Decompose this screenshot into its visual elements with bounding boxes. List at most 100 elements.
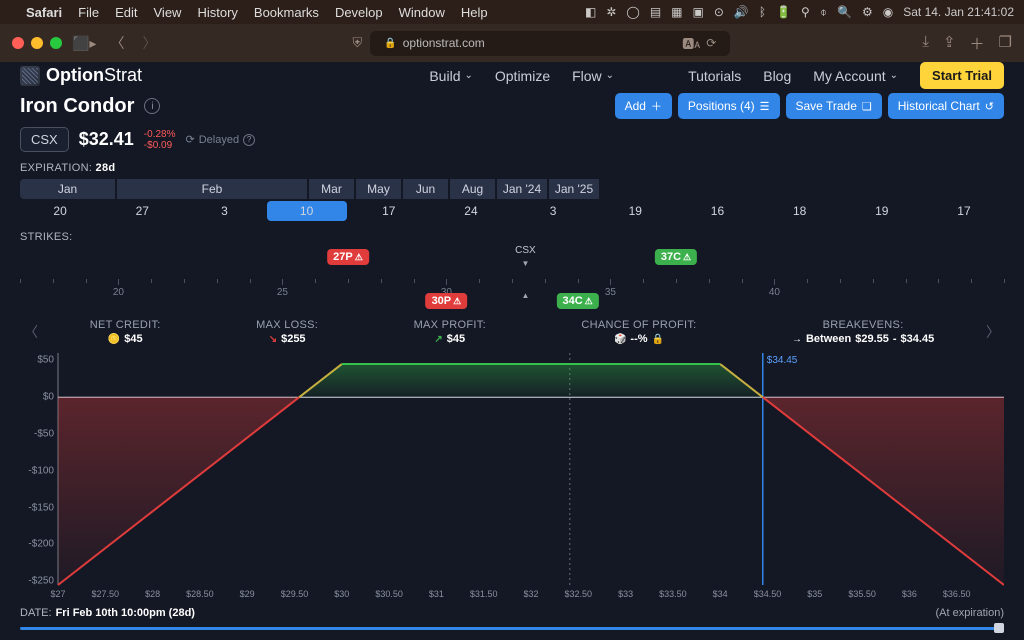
day-tab[interactable]: 17: [349, 201, 429, 221]
control-center-icon[interactable]: ⚙: [862, 5, 873, 19]
menu-develop[interactable]: Develop: [335, 5, 383, 20]
address-bar[interactable]: 🔒 optionstrat.com 🅰ᴀ ⟳: [370, 31, 730, 56]
back-button[interactable]: 〈: [106, 33, 128, 53]
volume-icon[interactable]: 🔊: [734, 5, 749, 19]
month-tab[interactable]: May: [356, 179, 401, 199]
ticker-input[interactable]: CSX: [20, 127, 69, 152]
nav-optimize[interactable]: Optimize: [495, 68, 550, 84]
strike-badge[interactable]: 37C⚠: [655, 249, 697, 265]
stats-prev[interactable]: 〈: [20, 322, 42, 342]
down-icon: ↘: [269, 334, 277, 345]
page-title: Iron Condor: [20, 95, 134, 118]
logo[interactable]: OptionStrat: [20, 65, 142, 86]
day-tab[interactable]: 18: [760, 201, 840, 221]
status-icon[interactable]: ◧: [585, 5, 596, 19]
month-tab[interactable]: Jun: [403, 179, 448, 199]
wifi-icon[interactable]: ⚲: [801, 5, 810, 19]
status-icon[interactable]: ▤: [650, 5, 661, 19]
status-icon[interactable]: ▣: [693, 5, 704, 19]
reload-icon[interactable]: ⟳: [706, 36, 716, 50]
day-tab[interactable]: 16: [677, 201, 757, 221]
menu-edit[interactable]: Edit: [115, 5, 137, 20]
lock-icon: 🔒: [652, 334, 664, 345]
month-tab[interactable]: Aug: [450, 179, 495, 199]
nav-tutorials[interactable]: Tutorials: [688, 68, 741, 84]
menu-view[interactable]: View: [154, 5, 182, 20]
translate-icon[interactable]: 🅰ᴀ: [682, 35, 700, 52]
status-icon[interactable]: ▦: [671, 5, 682, 19]
date-value: Fri Feb 10th 10:00pm (28d): [56, 607, 195, 619]
month-tab[interactable]: Jan '25: [549, 179, 599, 199]
save-trade-button[interactable]: Save Trade❏: [786, 93, 882, 119]
nav-account[interactable]: My Account⌄: [813, 68, 898, 84]
day-tab[interactable]: 17: [924, 201, 1004, 221]
day-tab[interactable]: 3: [184, 201, 264, 221]
privacy-shield-icon[interactable]: ⛨: [353, 35, 363, 51]
status-icon[interactable]: ⊙: [714, 5, 724, 19]
stat-net-credit: NET CREDIT:🪙$45: [90, 319, 161, 345]
delayed-indicator[interactable]: ⟳Delayed?: [185, 133, 255, 146]
tabs-icon[interactable]: ❐: [999, 33, 1012, 54]
start-trial-button[interactable]: Start Trial: [920, 62, 1004, 89]
sidebar-toggle-icon[interactable]: ⬛▸: [72, 35, 96, 52]
nav-build[interactable]: Build⌄: [429, 68, 473, 84]
up-icon: ↗: [434, 334, 442, 345]
info-icon: ?: [243, 134, 255, 146]
nav-blog[interactable]: Blog: [763, 68, 791, 84]
app-name[interactable]: Safari: [26, 5, 62, 20]
status-icon[interactable]: ✲: [606, 5, 616, 19]
current-price: $32.41: [79, 129, 134, 150]
day-tab[interactable]: 20: [20, 201, 100, 221]
clock[interactable]: Sat 14. Jan 21:41:02: [903, 5, 1014, 19]
month-tab[interactable]: Jan: [20, 179, 115, 199]
price-change: -0.28%-$0.09: [144, 129, 176, 151]
list-icon: ☰: [760, 100, 770, 113]
strike-ruler[interactable]: 2025303540CSX▼▲27P⚠30P⚠34C⚠37C⚠: [20, 249, 1004, 313]
refresh-icon: ⟳: [185, 133, 194, 146]
strike-badge[interactable]: 34C⚠: [556, 293, 598, 309]
strike-badge[interactable]: 27P⚠: [327, 249, 369, 265]
payoff-chart[interactable]: $50$0-$50-$100-$150-$200-$250$27$27.50$2…: [20, 353, 1004, 603]
status-icon[interactable]: ◯: [626, 5, 639, 19]
battery-icon[interactable]: 🔋: [776, 5, 791, 19]
date-slider[interactable]: [20, 623, 1004, 633]
save-icon: ❏: [862, 100, 872, 113]
status-icon[interactable]: ⌽: [820, 5, 827, 20]
day-tab[interactable]: 27: [102, 201, 182, 221]
history-icon: ↺: [985, 100, 994, 113]
month-tab[interactable]: Feb: [117, 179, 307, 199]
strike-badge[interactable]: 30P⚠: [426, 293, 468, 309]
menu-history[interactable]: History: [197, 5, 237, 20]
window-controls[interactable]: [12, 37, 62, 49]
day-tab[interactable]: 24: [431, 201, 511, 221]
day-tab[interactable]: 19: [842, 201, 922, 221]
share-icon[interactable]: ⇪: [943, 33, 956, 54]
forward-button[interactable]: 〉: [138, 33, 160, 53]
nav-flow[interactable]: Flow⌄: [572, 68, 614, 84]
day-tab[interactable]: 3: [513, 201, 593, 221]
lock-icon: 🔒: [384, 38, 396, 49]
new-tab-icon[interactable]: ＋: [970, 33, 985, 54]
info-icon[interactable]: i: [144, 98, 160, 114]
url-text: optionstrat.com: [403, 36, 485, 50]
spotlight-icon[interactable]: 🔍: [837, 5, 852, 19]
month-tabs: JanFebMarMayJunAugJan '24Jan '25: [20, 179, 1004, 199]
positions-button[interactable]: Positions (4)☰: [678, 93, 780, 119]
day-tab[interactable]: 10: [267, 201, 347, 221]
menu-help[interactable]: Help: [461, 5, 488, 20]
stats-next[interactable]: 〉: [982, 322, 1004, 342]
siri-icon[interactable]: ◉: [883, 5, 893, 19]
strikes-label: STRIKES:: [20, 231, 1004, 243]
month-tab[interactable]: Mar: [309, 179, 354, 199]
month-tab[interactable]: Jan '24: [497, 179, 547, 199]
bluetooth-icon[interactable]: ᛒ: [759, 5, 766, 19]
historical-chart-button[interactable]: Historical Chart↺: [888, 93, 1004, 119]
day-tab[interactable]: 19: [595, 201, 675, 221]
downloads-icon[interactable]: ⤓: [922, 33, 929, 54]
macos-menubar: Safari File Edit View History Bookmarks Devel…: [0, 0, 1024, 24]
menu-window[interactable]: Window: [399, 5, 445, 20]
day-tabs: 2027310172431916181917: [20, 201, 1004, 221]
menu-bookmarks[interactable]: Bookmarks: [254, 5, 319, 20]
menu-file[interactable]: File: [78, 5, 99, 20]
add-button[interactable]: Add＋: [615, 93, 672, 119]
